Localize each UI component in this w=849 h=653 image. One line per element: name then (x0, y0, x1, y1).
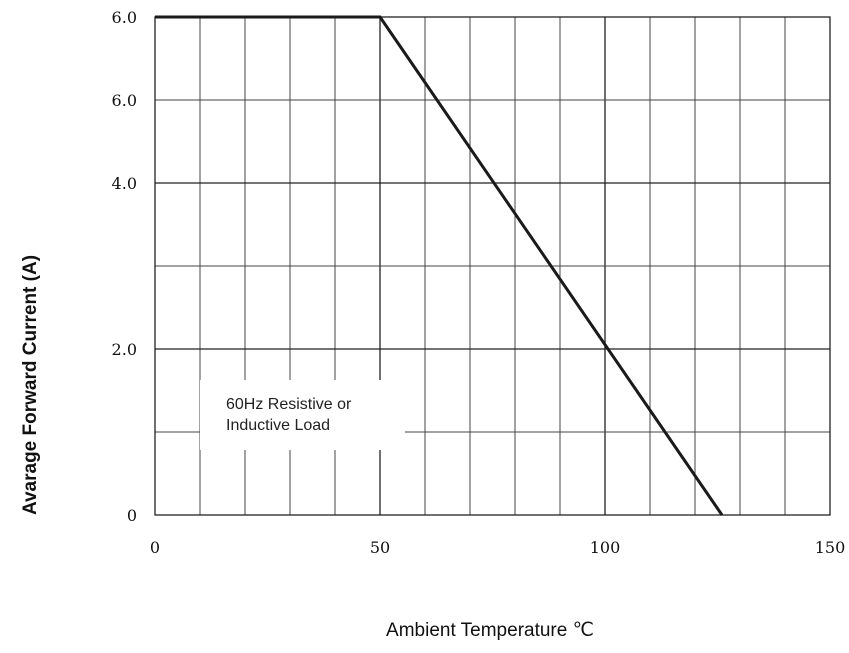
x-axis-title: Ambient Temperature ℃ (386, 620, 594, 641)
x-tick-label: 0 (150, 538, 160, 557)
tick-label-layer: 0 50 100 150 0 2.0 4.0 6.0 6.0 (112, 8, 846, 557)
annotation-layer: 60Hz Resistive or Inductive Load (200, 380, 405, 450)
y-tick-label: 6.0 (112, 8, 137, 27)
y-tick-label: 4.0 (112, 174, 137, 193)
y-tick-label: 0 (127, 506, 137, 525)
y-axis-title: Avarage Forward Current (A) (20, 255, 41, 515)
annotation-line-1: 60Hz Resistive or (226, 396, 352, 413)
x-tick-label: 150 (815, 538, 846, 557)
x-tick-label: 100 (590, 538, 621, 557)
annotation-background (200, 380, 405, 450)
annotation-line-2: Inductive Load (226, 417, 330, 434)
series-line-0 (155, 15, 724, 516)
plot-frame (154, 16, 831, 516)
series-layer (155, 15, 724, 516)
x-tick-label: 50 (370, 538, 390, 557)
y-tick-label-extra: 6.0 (112, 91, 137, 110)
y-tick-label: 2.0 (112, 340, 137, 359)
